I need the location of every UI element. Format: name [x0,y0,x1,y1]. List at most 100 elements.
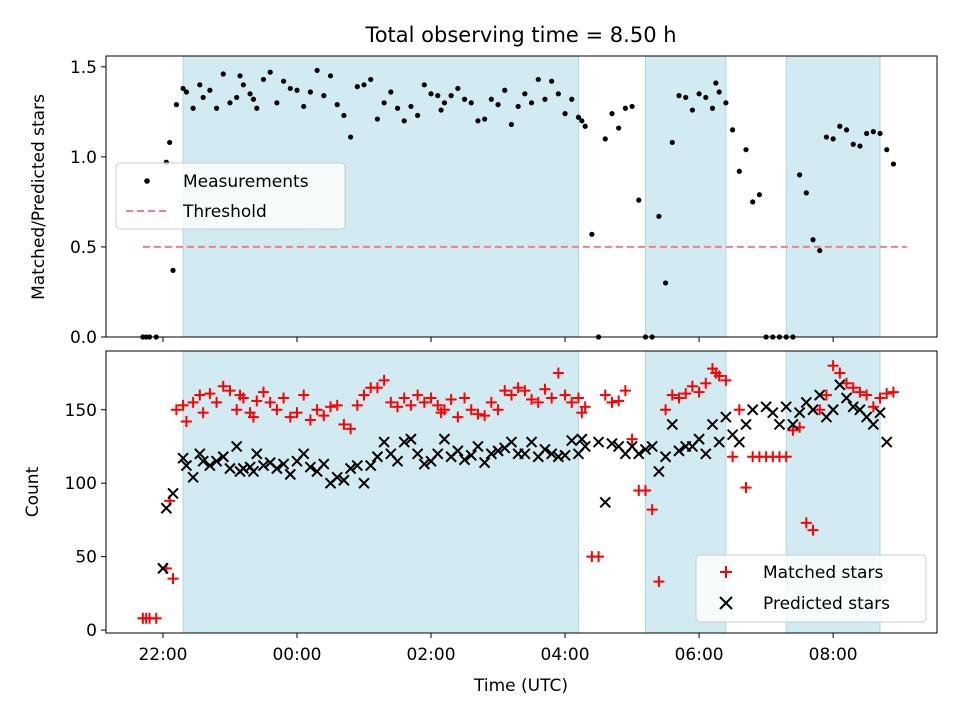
measurement-point [183,89,190,95]
matched-star-point [733,404,745,416]
measurement-point [756,192,763,198]
measurement-point [582,123,588,129]
measurement-point [180,85,186,92]
matched-star-point [606,396,618,408]
predicted-star-point [351,459,364,472]
bottom-x-ticks: 22:00 00:00 02:00 04:00 06:00 08:00 [138,633,858,665]
measurement-point [629,103,635,110]
top-y-tick-label: 1.0 [70,148,97,168]
predicted-star-point [405,433,417,445]
measurement-point [448,93,454,99]
measurement-point [294,87,300,93]
matched-star-point [841,377,853,389]
predicted-points [157,379,893,575]
measurement-point [736,168,742,174]
matched-star-point [271,404,283,416]
matched-star-point [787,424,799,436]
predicted-star-point [659,451,672,463]
matched-star-point [546,392,558,404]
predicted-star-point [398,436,410,448]
count-panel: 0 50 100 150 22:00 00:00 02:00 04:00 06:00 08:00… [23,350,938,696]
x-axis-label: Time (UTC) [473,676,568,696]
bottom-y-tick-label: 150 [65,401,97,421]
measurement-point [676,93,682,99]
measurement-point [803,190,809,196]
predicted-star-point [773,418,786,431]
matched-star-point [472,408,484,420]
measurement-point [662,280,669,286]
matched-star-point [318,410,330,422]
top-axes-frame [105,55,938,338]
measurement-point [374,116,381,122]
measurement-point [622,105,628,111]
measurement-point [817,247,823,254]
bottom-y-ticks: 0 50 100 150 [65,401,106,641]
predicted-star-point [867,418,880,431]
matched-star-point [479,410,491,422]
matched-star-point [187,396,199,408]
matched-star-point [720,374,732,386]
matched-star-point [331,399,343,411]
legend-matched-label: Matched stars [763,563,883,583]
measurement-point [522,91,528,97]
matched-star-point [291,407,303,419]
measurement-point [575,114,582,120]
measurement-point [234,94,240,101]
predicted-star-point [257,459,270,472]
measurement-point [877,130,883,137]
x-tick-label: 00:00 [272,645,321,665]
measurement-point [274,100,280,106]
matched-star-point [150,612,162,624]
measurement-point [438,107,444,113]
measurement-point [810,237,816,243]
matched-star-point [887,386,899,398]
predicted-star-point [525,436,538,448]
predicted-star-point [793,406,806,419]
measurement-point [579,118,585,124]
matched-star-point [881,388,893,400]
matched-star-point [572,392,584,404]
predicted-star-point [787,418,799,431]
measurement-point [307,89,313,95]
measurement-point [850,141,856,147]
predicted-star-point [210,455,223,467]
measurement-point [589,231,595,237]
matched-star-point [646,504,658,516]
measurement-point [562,111,568,117]
measurement-point [461,96,468,102]
predicted-star-point [579,440,591,453]
matched-star-point [854,386,866,398]
measurement-point [247,91,253,97]
measurement-point [837,123,843,129]
matched-star-point [180,416,192,427]
measurement-point [207,87,213,93]
matched-star-point [519,385,531,397]
matched-star-point [566,396,578,408]
predicted-star-point [492,445,504,457]
matched-star-point [576,407,588,419]
measurement-point [368,76,374,83]
matched-star-point [827,360,839,372]
predicted-star-point [177,452,189,464]
matched-star-point [619,385,631,397]
matched-star-point [278,392,290,404]
matched-star-point [445,393,457,405]
predicted-star-point [247,465,260,478]
matched-star-point [412,389,424,401]
top-x-ticks [162,337,834,342]
predicted-star-point [576,433,588,445]
measurement-point [441,100,448,106]
predicted-star-point [881,436,893,448]
bottom-y-axis-label: Count [23,466,43,517]
matched-star-point [874,392,886,404]
matched-star-point [371,382,383,394]
measurement-point [890,161,897,167]
matched-star-point [452,411,464,423]
observing-window-top-2 [785,55,881,338]
measurement-point [170,267,176,273]
matched-star-point [599,389,611,401]
measurement-point [267,69,273,75]
matched-points [137,360,899,624]
matched-star-point [438,404,450,416]
